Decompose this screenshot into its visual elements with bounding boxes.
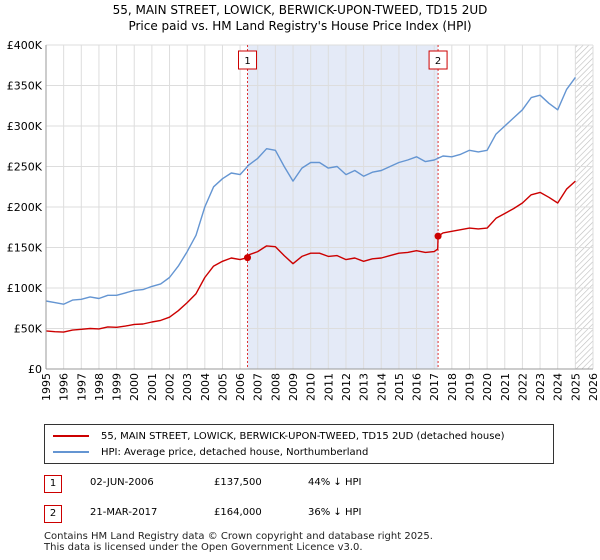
y-tick-label: £200K: [7, 201, 43, 214]
transaction-price: £137,500: [214, 477, 262, 488]
sale-point: [244, 254, 252, 262]
x-tick-label: 1999: [111, 373, 124, 401]
transaction-row: 2 21-MAR-2017 £164,000 36% ↓ HPI: [44, 505, 564, 525]
x-tick-label: 2012: [340, 373, 353, 401]
x-tick-label: 2026: [587, 373, 600, 401]
price-chart: 1 2 £0 £50K £100K £150K £200K £250K £300K £350K £4…: [7, 39, 600, 401]
x-tick-label: 2020: [481, 373, 494, 401]
footer: Contains HM Land Registry data © Crown c…: [44, 531, 433, 553]
y-tick-label: £400K: [7, 39, 43, 52]
legend: 55, MAIN STREET, LOWICK, BERWICK-UPON-TW…: [44, 424, 554, 464]
x-tick-label: 2008: [269, 373, 282, 401]
legend-swatch-price-paid: [53, 435, 89, 437]
sale-label: 2: [435, 56, 441, 67]
x-tick-label: 1995: [40, 373, 53, 401]
x-tick-label: 2017: [428, 373, 441, 401]
legend-label-hpi: HPI: Average price, detached house, Nort…: [101, 446, 369, 458]
transaction-hpi-diff: 36% ↓ HPI: [308, 507, 362, 518]
x-tick-label: 2024: [552, 373, 565, 401]
x-tick-label: 2018: [446, 373, 459, 401]
transaction-row: 1 02-JUN-2006 £137,500 44% ↓ HPI: [44, 475, 564, 495]
x-tick-label: 2022: [516, 373, 529, 401]
x-tick-label: 2014: [375, 373, 388, 401]
sale-label-box: [428, 50, 448, 70]
transaction-hpi-diff: 44% ↓ HPI: [308, 477, 362, 488]
y-tick-label: £100K: [7, 282, 43, 295]
x-tick-label: 2023: [534, 373, 547, 401]
chart-subtitle: Price paid vs. HM Land Registry's House …: [128, 19, 472, 33]
y-tick-label: £300K: [7, 120, 43, 133]
legend-item-hpi: HPI: Average price, detached house, Nort…: [53, 444, 368, 460]
transaction-marker: 2: [44, 505, 62, 523]
x-tick-label: 2016: [411, 373, 424, 401]
x-tick-label: 2007: [252, 373, 265, 401]
x-tick-label: 2006: [234, 373, 247, 401]
x-tick-label: 2009: [287, 373, 300, 401]
transaction-marker: 1: [44, 475, 62, 493]
x-tick-label: 2021: [499, 373, 512, 401]
x-tick-label: 2010: [305, 373, 318, 401]
x-tick-label: 2015: [393, 373, 406, 401]
x-tick-label: 2002: [164, 373, 177, 401]
x-tick-label: 2019: [463, 373, 476, 401]
transaction-date: 02-JUN-2006: [90, 477, 154, 488]
x-tick-label: 2013: [358, 373, 371, 401]
y-tick-label: £150K: [7, 242, 43, 255]
legend-item-price-paid: 55, MAIN STREET, LOWICK, BERWICK-UPON-TW…: [53, 428, 505, 444]
footer-copyright: Contains HM Land Registry data © Crown c…: [44, 531, 433, 542]
x-tick-label: 2025: [569, 373, 582, 401]
y-tick-label: £50K: [14, 323, 43, 336]
sale-label: 1: [244, 56, 250, 67]
price-paid-series-line: [45, 180, 576, 333]
chart-title: 55, MAIN STREET, LOWICK, BERWICK-UPON-TW…: [112, 3, 488, 17]
transaction-price: £164,000: [214, 507, 262, 518]
x-tick-label: 1998: [93, 373, 106, 401]
x-tick-label: 2011: [322, 373, 335, 401]
x-tick-label: 2001: [146, 373, 159, 401]
y-tick-label: £350K: [7, 80, 43, 93]
transaction-date: 21-MAR-2017: [90, 507, 158, 518]
sale-point: [434, 232, 442, 240]
x-tick-label: 1996: [58, 373, 71, 401]
x-tick-label: 2004: [199, 373, 212, 401]
x-tick-label: 2003: [181, 373, 194, 401]
y-tick-label: £0: [28, 363, 42, 376]
hpi-series-line: [45, 76, 576, 305]
y-tick-label: £250K: [7, 161, 43, 174]
footer-license: This data is licensed under the Open Gov…: [44, 542, 363, 553]
x-tick-label: 2000: [128, 373, 141, 401]
legend-swatch-hpi: [53, 451, 89, 453]
sale-label-box: [238, 50, 258, 70]
legend-label-price-paid: 55, MAIN STREET, LOWICK, BERWICK-UPON-TW…: [101, 430, 505, 442]
x-tick-label: 2005: [216, 373, 229, 401]
x-tick-label: 1997: [75, 373, 88, 401]
